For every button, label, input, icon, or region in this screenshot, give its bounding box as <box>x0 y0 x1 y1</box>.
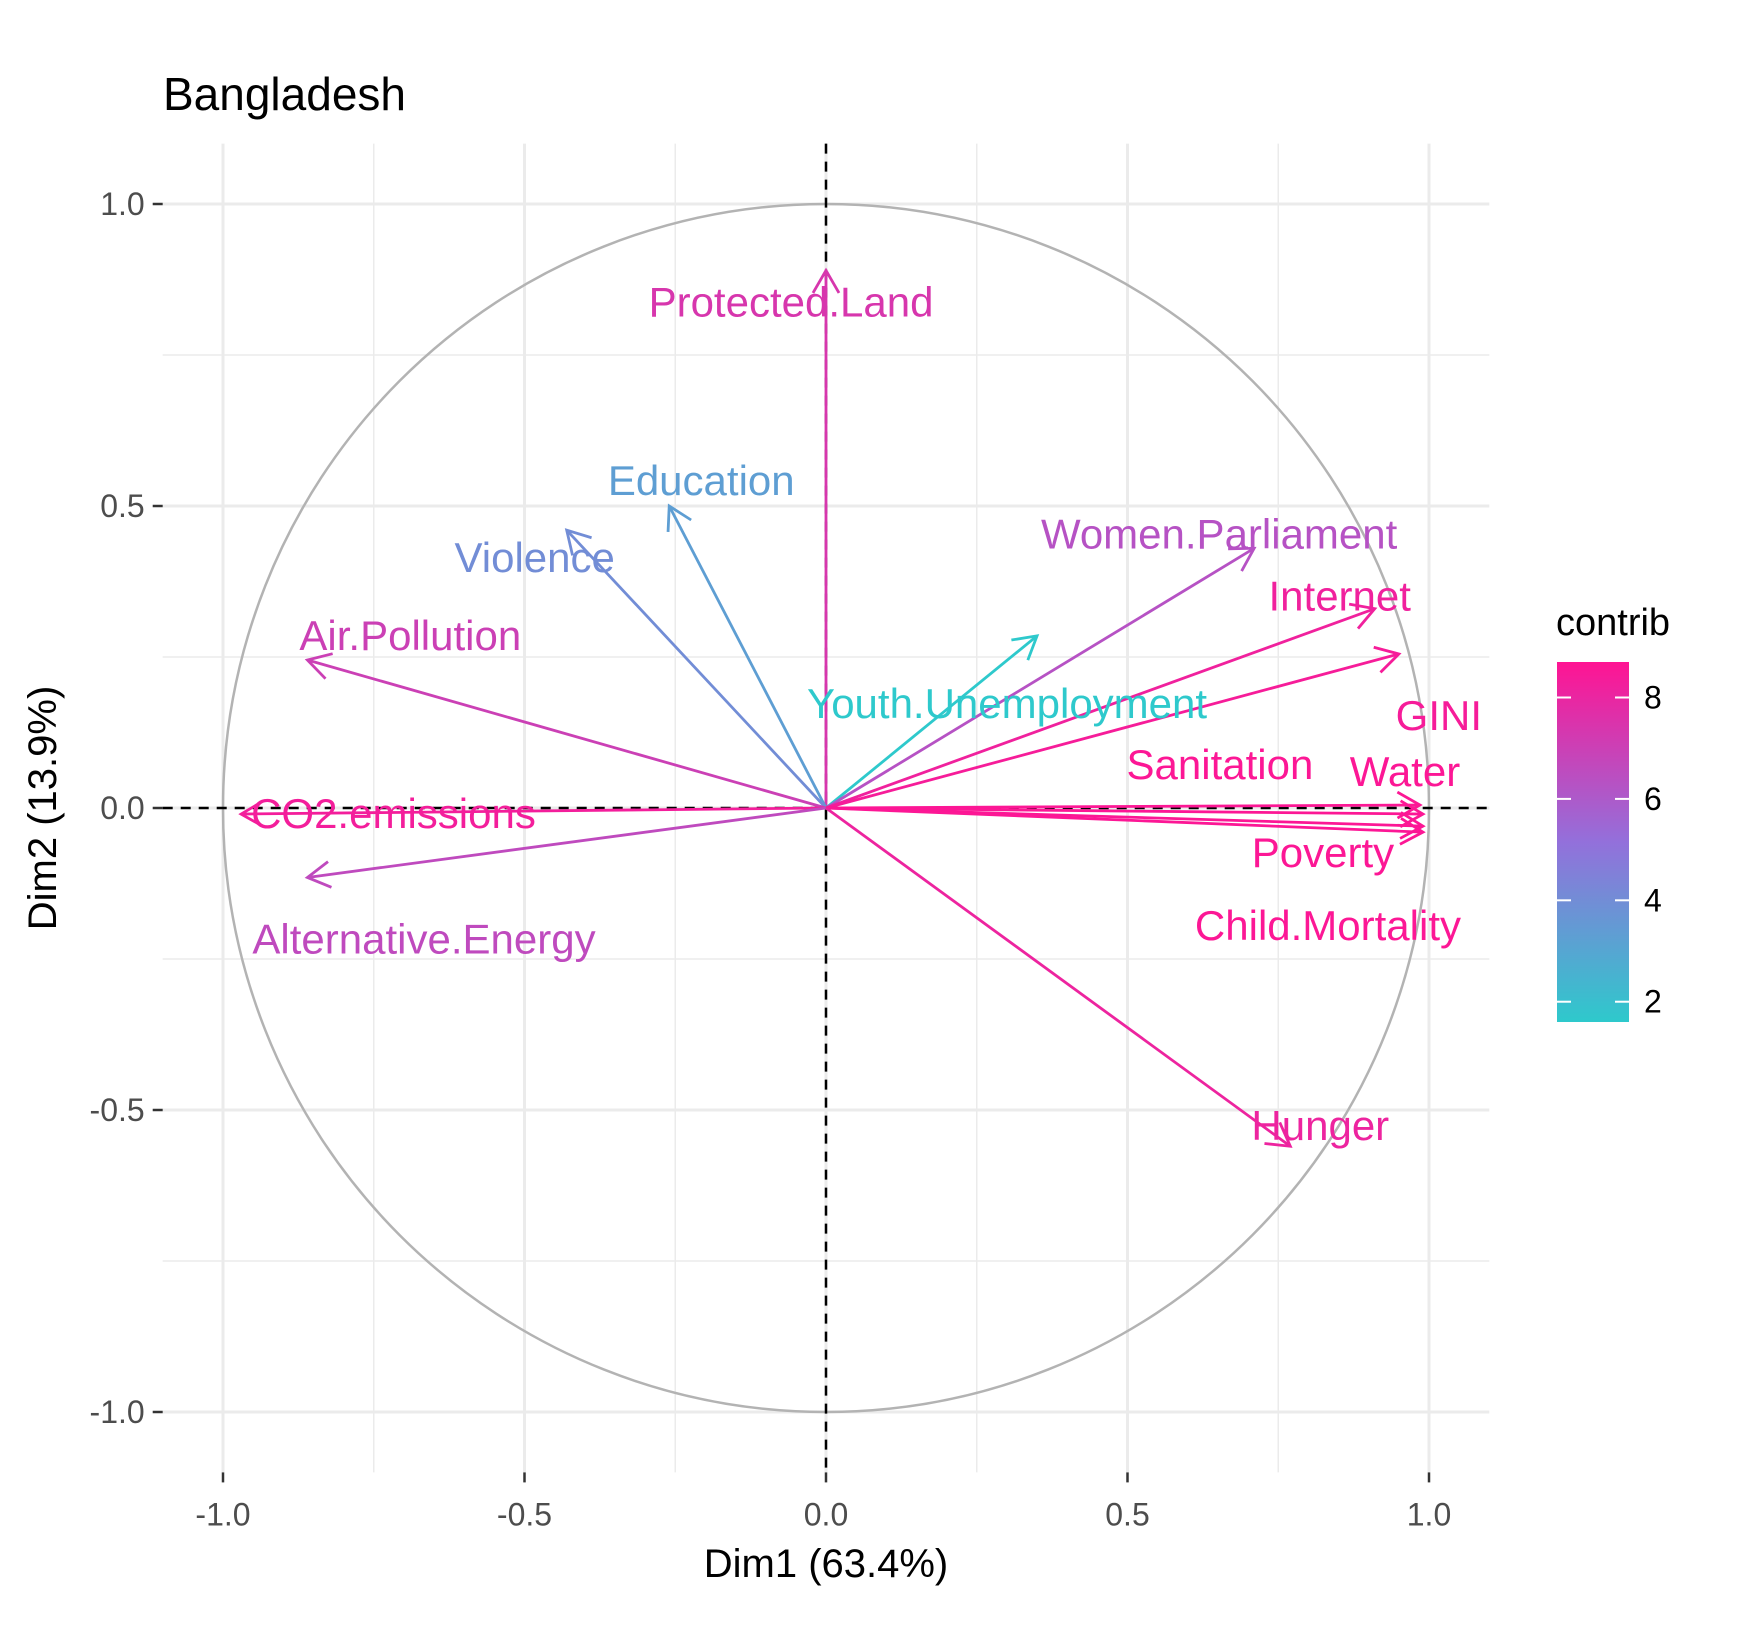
legend-tick-label: 4 <box>1644 882 1662 918</box>
variable-label-protected-land: Protected.Land <box>649 278 934 325</box>
arrow-head-poverty <box>1399 811 1426 840</box>
variable-arrows <box>238 267 1426 1148</box>
arrow-shaft-youth-unemployment <box>825 634 1038 810</box>
arrow-head-alternative-energy <box>304 860 332 889</box>
y-tick-label: 0.0 <box>100 790 144 826</box>
arrow-shaft-violence <box>565 529 828 809</box>
arrow-head-protected-land <box>811 267 841 294</box>
variable-label-sanitation: Sanitation <box>1127 741 1314 788</box>
x-tick-label: 0.5 <box>1105 1496 1149 1532</box>
arrow-shaft-child-mortality <box>825 806 1424 834</box>
arrow-shaft-sanitation <box>825 803 1420 810</box>
arrow-co2-emissions <box>238 799 827 829</box>
arrow-head-internet <box>1348 602 1378 630</box>
arrow-protected-land <box>811 267 841 808</box>
arrow-shaft-water <box>825 806 1423 816</box>
legend-tick-label: 2 <box>1644 984 1662 1020</box>
arrow-head-youth-unemployment <box>1011 634 1040 661</box>
arrow-shaft-gini <box>825 652 1400 810</box>
arrow-internet <box>825 602 1378 810</box>
legend-tick-label: 8 <box>1644 679 1662 715</box>
variable-label-co2-emissions: CO2.emissions <box>251 790 536 837</box>
arrow-shaft-hunger <box>825 806 1292 1148</box>
arrow-youth-unemployment <box>825 634 1040 810</box>
arrow-women-parliament <box>825 546 1257 810</box>
arrow-air-pollution <box>304 652 827 810</box>
axes: -1.0 -0.5 0.0 0.5 1.0 -1.0 -0.5 0.0 0.5 1.0 <box>90 186 1452 1532</box>
arrow-hunger <box>825 806 1293 1148</box>
variable-label-child-mortality: Child.Mortality <box>1195 902 1461 949</box>
legend-ticks: 2 4 6 8 <box>1557 679 1662 1020</box>
variable-label-violence: Violence <box>455 534 615 581</box>
arrow-head-child-mortality <box>1399 817 1426 846</box>
arrow-shaft-education <box>667 505 828 809</box>
legend-tick-label: 6 <box>1644 781 1662 817</box>
legend-colorbar <box>1557 662 1629 1022</box>
arrow-shaft-co2-emissions <box>241 806 827 816</box>
x-tick-label: 0.0 <box>804 1496 848 1532</box>
variable-label-alternative-energy: Alternative.Energy <box>252 915 595 962</box>
variable-label-education: Education <box>608 457 795 504</box>
arrow-shaft-air-pollution <box>307 658 827 810</box>
y-axis-title: Dim2 (13.9%) <box>21 686 65 931</box>
arrow-head-violence <box>564 528 592 556</box>
arrow-shaft-internet <box>825 607 1376 810</box>
variable-label-gini: GINI <box>1396 692 1482 739</box>
arrow-head-education <box>666 503 692 533</box>
variable-labels: Protected.Land Education Violence Air.Pollu… <box>251 278 1482 1149</box>
legend-title: contrib <box>1556 602 1670 644</box>
y-tick-label: 0.5 <box>100 488 144 524</box>
chart-title: Bangladesh <box>163 68 406 120</box>
arrow-shaft-women-parliament <box>825 547 1255 810</box>
variable-label-women-parliament: Women.Parliament <box>1041 510 1398 557</box>
y-tick-label: -0.5 <box>90 1092 145 1128</box>
arrow-alternative-energy <box>304 806 827 889</box>
arrow-gini <box>825 645 1402 810</box>
arrow-shaft-alternative-energy <box>307 806 827 879</box>
arrow-child-mortality <box>825 806 1426 846</box>
legend: contrib 2 4 6 8 <box>1556 602 1670 1022</box>
x-axis-title: Dim1 (63.4%) <box>704 1542 949 1586</box>
variable-label-youth-unemployment: Youth.Unemployment <box>807 680 1207 727</box>
arrow-head-co2-emissions <box>238 799 265 829</box>
x-tick-label: -1.0 <box>195 1496 250 1532</box>
x-tick-label: -0.5 <box>497 1496 552 1532</box>
variable-label-air-pollution: Air.Pollution <box>299 612 521 659</box>
arrow-head-gini <box>1373 645 1402 674</box>
arrow-head-air-pollution <box>304 652 333 680</box>
arrow-head-hunger <box>1264 1121 1293 1148</box>
variable-label-poverty: Poverty <box>1252 829 1394 876</box>
variable-label-water: Water <box>1350 748 1460 795</box>
arrow-education <box>666 503 828 809</box>
arrow-violence <box>564 528 828 809</box>
variable-label-hunger: Hunger <box>1251 1102 1389 1149</box>
arrow-head-women-parliament <box>1228 546 1257 572</box>
y-tick-label: 1.0 <box>100 186 144 222</box>
variable-label-internet: Internet <box>1269 573 1412 620</box>
x-tick-label: 1.0 <box>1407 1496 1451 1532</box>
y-tick-label: -1.0 <box>90 1394 145 1430</box>
